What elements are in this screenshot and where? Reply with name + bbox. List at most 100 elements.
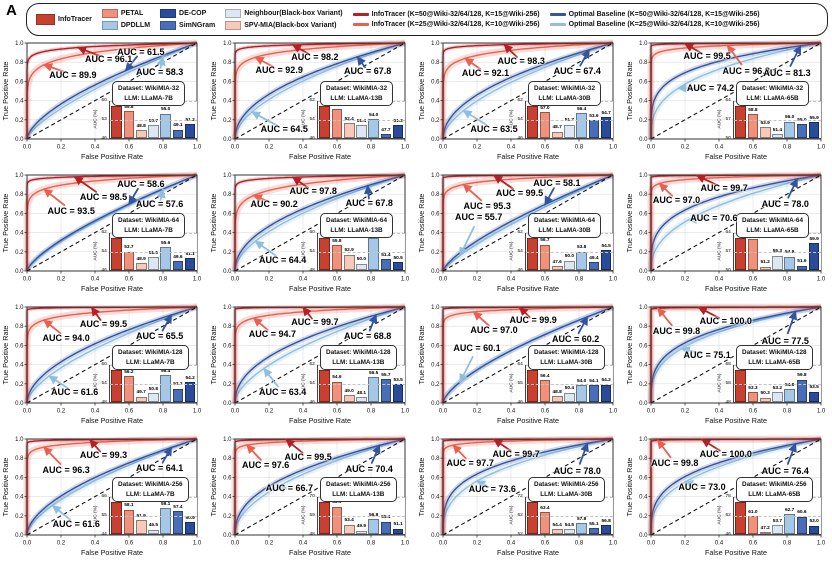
roc-curve-red_dark <box>26 42 198 139</box>
roc-curve-red_light <box>26 306 198 403</box>
inset-bar-group-DPDLLM: 59.1 <box>160 497 172 534</box>
inset-plot-area: 69.863.953.449.956.855.151.1 <box>316 496 405 535</box>
annotation-arrow-red_light <box>43 446 62 465</box>
inset-bar-value: 48.8 <box>136 124 146 130</box>
annotation-arrow-red_light <box>254 56 275 68</box>
inset-bar-group-PETAL: 63.4 <box>539 497 551 534</box>
inset-y-tick-label: 46 <box>309 399 315 405</box>
y-tick-label: 0.8 <box>431 192 440 198</box>
x-axis-label: False Positive Rate <box>497 416 559 425</box>
inset-bar-value: 54.4 <box>552 523 562 529</box>
inset-bar-value: 48.9 <box>136 256 146 262</box>
auc-annotation-red_light: AUC = 92.9 <box>255 64 303 75</box>
inset-bar-DPDLLM <box>784 121 796 138</box>
x-tick-label: 0.2 <box>681 277 690 283</box>
legend-swatch-line <box>352 13 369 16</box>
y-axis-label: True Positive Rate <box>625 458 634 517</box>
annotation-arrow-blue_light <box>51 504 72 521</box>
y-tick-label: 0.0 <box>639 269 648 275</box>
roc-curve-red_light <box>234 438 406 535</box>
roc-plot-svg: 0.0 0.0 0.2 0.2 0.4 0.4 0.6 0.6 0.8 0.8 1.0 1.0 Fals… <box>417 435 618 557</box>
inset-bar-group-Neighbour(Black-box Variant): 50.8 <box>148 365 159 402</box>
x-tick-label: 0.4 <box>507 277 516 283</box>
x-tick-label: 0.0 <box>23 277 32 283</box>
y-tick-label: 0.2 <box>431 382 440 388</box>
y-axis-label: True Positive Rate <box>625 194 634 253</box>
inset-bar-PETAL <box>331 506 343 534</box>
inset-y-tick-label: 46 <box>517 267 523 273</box>
auc-annotation-red_light: AUC = 95.3 <box>463 200 511 211</box>
inset-bar-DPDLLM <box>368 377 380 402</box>
inset-bar-group-DE-COP: 56.8 <box>600 497 612 534</box>
y-tick-label: 0.0 <box>15 401 24 407</box>
inset-plot-area: 63.658.853.951.456.055.055.9 <box>732 100 821 139</box>
dataset-info-box: Dataset: WikiMIA-64 LLM: LLaMA-7B <box>112 213 186 238</box>
inset-bar-DE-COP <box>600 524 612 534</box>
dataset-info-box: Dataset: WikiMIA-64 LLM: LLaMA-65B <box>736 213 810 238</box>
y-tick-label: 0.8 <box>431 60 440 66</box>
inset-bar-chart: AUC (%)66554466.058.151.946.559.157.450.… <box>93 491 197 536</box>
roc-curve-red_light <box>26 438 198 535</box>
llm-label: LLM: LLaMA-65B <box>748 358 801 366</box>
x-tick-label: 1.0 <box>401 409 410 415</box>
x-tick-label: 1.0 <box>193 409 202 415</box>
inset-bar-DE-COP <box>808 391 820 402</box>
inset-bar-PETAL <box>123 376 135 402</box>
auc-annotation-red_dark: AUC = 98.2 <box>291 52 339 63</box>
inset-bar-value: 59.9 <box>809 236 819 242</box>
roc-plot-svg: 0.0 0.0 0.2 0.2 0.4 0.4 0.6 0.6 0.8 0.8 1.0 1.0 Fals… <box>1 303 202 425</box>
inset-bar-PETAL <box>123 509 135 534</box>
annotation-arrow-blue_dark <box>368 313 378 332</box>
inset-bar-DE-COP <box>600 384 612 402</box>
inset-bar-group-DPDLLM: 56.4 <box>160 365 172 402</box>
x-tick-label: 0.8 <box>575 541 584 547</box>
x-tick-label: 0.0 <box>231 277 240 283</box>
x-tick-label: 0.4 <box>507 409 516 415</box>
llm-label: LLM: LLaMA-30B <box>540 358 593 366</box>
roc-subplot-WikiMIA-128-LLaMA-13B: 0.0 0.0 0.2 0.2 0.4 0.4 0.6 0.6 0.8 0.8 1.0 1.0 Fals… <box>208 302 416 434</box>
x-tick-label: 0.0 <box>439 277 448 283</box>
roc-curve-red_light <box>234 306 406 403</box>
x-axis-label: False Positive Rate <box>705 548 767 557</box>
roc-curve-blue_dark <box>650 42 822 139</box>
y-axis-label: True Positive Rate <box>417 194 426 253</box>
roc-curve-red_light <box>442 42 614 139</box>
y-tick-label: 0.8 <box>639 192 648 198</box>
inset-bar-PETAL <box>747 391 759 402</box>
y-tick-label: 0.2 <box>431 514 440 520</box>
x-tick-label: 1.0 <box>193 277 202 283</box>
legend-entry: Optimal Baseline (K=25@Wiki-32/64/128, K… <box>549 21 760 28</box>
inset-bar-chart: AUC (%)70594869.863.953.449.956.855.151.… <box>301 491 405 536</box>
y-tick-label: 0.4 <box>431 363 440 369</box>
legend-column: Optimal Baseline (K=50@Wiki-32/64/128, K… <box>549 11 760 28</box>
x-tick-label: 0.4 <box>715 145 724 151</box>
dataset-label: Dataset: WikiMIA-128 <box>534 349 599 357</box>
inset-bar-group-Neighbour(Black-box Variant): 53.7 <box>772 497 783 534</box>
auc-annotation-blue_dark: AUC = 64.1 <box>135 462 184 473</box>
inset-bar-SimNGram <box>588 384 600 402</box>
y-tick-label: 1.0 <box>15 437 24 443</box>
x-tick-label: 1.0 <box>817 541 826 547</box>
inset-bar-PETAL <box>331 381 343 402</box>
roc-curve-red_dark <box>234 42 406 139</box>
auc-annotation-blue_dark: AUC = 67.8 <box>343 65 392 76</box>
legend-swatch-line <box>549 23 566 26</box>
dataset-label: Dataset: WikiMIA-64 <box>118 217 180 225</box>
inset-bar-group-SimNGram: 49.6 <box>172 233 184 270</box>
inset-bar-value: 54.9 <box>784 250 795 256</box>
inset-bar-group-SPV-MIA(Black-box Variant): 54.4 <box>551 497 563 534</box>
inset-bar-value: 50.3 <box>760 391 770 397</box>
annotation-arrow-red_light <box>43 319 62 335</box>
auc-annotation-blue_light: AUC = 60.1 <box>453 343 501 354</box>
inset-y-tick-label: 62 <box>725 512 731 518</box>
auc-annotation-red_dark: AUC = 99.5 <box>79 319 128 330</box>
annotation-arrow-blue_dark <box>789 44 802 67</box>
llm-label: LLM: LLaMA-13B <box>330 226 383 234</box>
inset-y-tick-label: 54 <box>309 116 315 122</box>
legend-entry: InfoTracer <box>36 14 92 25</box>
y-tick-label: 0.6 <box>431 211 440 217</box>
auc-annotation-blue_light: AUC = 63.4 <box>258 387 307 398</box>
y-tick-label: 0.2 <box>15 514 24 520</box>
inset-bar-Neighbour(Black-box Variant) <box>564 392 575 402</box>
auc-annotation-red_light: AUC = 94.7 <box>248 328 297 339</box>
